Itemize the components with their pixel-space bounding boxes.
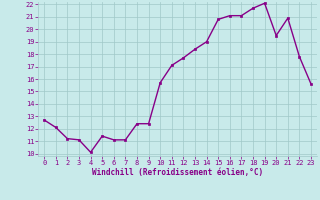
- X-axis label: Windchill (Refroidissement éolien,°C): Windchill (Refroidissement éolien,°C): [92, 168, 263, 177]
